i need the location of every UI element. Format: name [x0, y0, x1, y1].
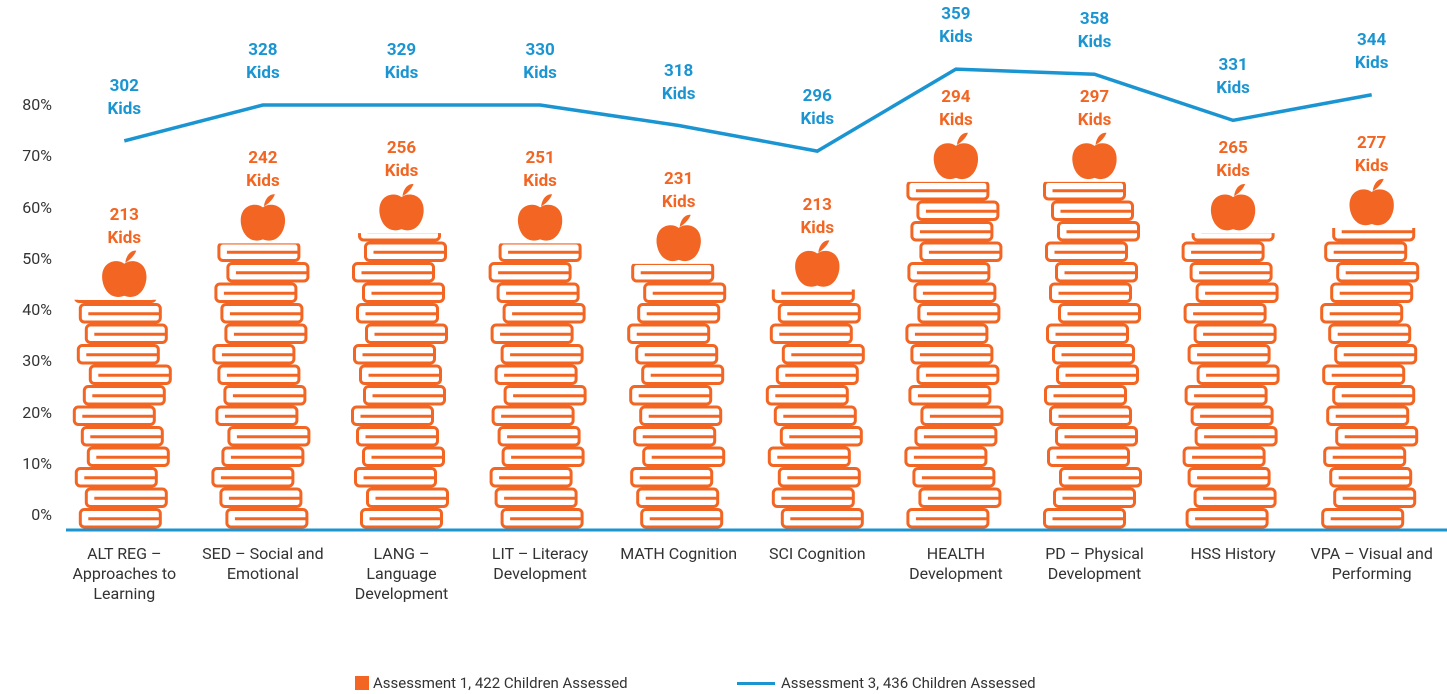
- book-stack: [765, 289, 865, 529]
- y-tick-label: 50%: [22, 248, 52, 268]
- apple: [1349, 189, 1394, 226]
- apple: [102, 261, 147, 297]
- x-tick-label: LANG – Language Development: [354, 544, 449, 603]
- apple-leaf: [1372, 178, 1384, 191]
- books: [1181, 233, 1280, 529]
- data-label: 251 Kids: [523, 148, 557, 192]
- x-tick-label: PD – Physical Development: [1045, 544, 1144, 583]
- book-stack: [72, 299, 172, 529]
- data-label: 302 Kids: [107, 75, 142, 119]
- y-tick-label: 60%: [22, 197, 52, 217]
- data-label: 328 Kids: [246, 40, 280, 83]
- y-tick-label: 10%: [22, 453, 52, 473]
- books: [1320, 228, 1420, 529]
- apple: [933, 143, 979, 180]
- apple-leaf: [1234, 183, 1246, 197]
- book-stack: [488, 243, 587, 529]
- book-stack: [627, 263, 727, 529]
- line: [123, 67, 1373, 153]
- books: [488, 243, 587, 529]
- book-stack: [1320, 228, 1420, 529]
- data-label: 277 Kids: [1354, 133, 1389, 176]
- x-tick-label: ALT REG – Approaches to Learning: [72, 544, 177, 603]
- data-label: 330 Kids: [523, 40, 557, 83]
- x-tick-label: SCI Cognition: [769, 544, 866, 563]
- apple-leaf: [541, 194, 553, 207]
- data-label: 256 Kids: [384, 138, 419, 182]
- books: [765, 289, 865, 529]
- y-tick-label: 80%: [22, 95, 52, 114]
- data-label: 294 Kids: [939, 86, 973, 130]
- apple: [379, 194, 424, 231]
- data-label: 358 Kids: [1077, 9, 1112, 53]
- data-label: 231 Kids: [661, 168, 696, 212]
- y-tick-label: 40%: [22, 300, 52, 319]
- apple: [656, 225, 701, 262]
- apple: [240, 204, 286, 241]
- books: [904, 181, 1004, 529]
- books: [211, 243, 311, 529]
- legend-swatch: [737, 681, 775, 685]
- book-stack: [904, 181, 1004, 529]
- apple-leaf: [818, 240, 830, 253]
- x-tick-label: SED – Social and Emotional: [202, 544, 324, 583]
- legend-swatch: [355, 676, 369, 690]
- data-label: 213 Kids: [107, 204, 142, 248]
- data-label: 297 Kids: [1077, 86, 1112, 130]
- book-stack: [351, 233, 449, 529]
- legend-label: Assessment 3, 436 Children Assessed: [781, 674, 1036, 692]
- data-label: 331 Kids: [1216, 55, 1250, 99]
- book-stack: [211, 243, 311, 529]
- apple-leaf: [263, 194, 275, 207]
- book: [358, 233, 441, 242]
- x-tick-label: HEALTH Development: [909, 544, 1003, 583]
- apple: [1072, 143, 1117, 180]
- y-tick-label: 70%: [22, 146, 52, 166]
- apple-leaf: [956, 132, 968, 145]
- apple-leaf: [402, 183, 414, 197]
- books: [627, 263, 727, 529]
- data-label: 296 Kids: [800, 86, 835, 130]
- books: [351, 233, 449, 529]
- apple-leaf: [679, 214, 691, 227]
- x-tick-label: VPA – Visual and Performing: [1310, 544, 1433, 583]
- data-label: 318 Kids: [661, 60, 696, 104]
- apple: [1210, 194, 1256, 231]
- books: [1043, 181, 1142, 529]
- apple: [795, 250, 840, 287]
- apple-leaf: [125, 250, 137, 263]
- book: [1191, 233, 1275, 242]
- data-label: 329 Kids: [384, 40, 419, 83]
- data-label: 265 Kids: [1216, 138, 1250, 182]
- legend-item: Assessment 3, 436 Children Assessed: [737, 674, 1036, 692]
- x-tick-label: LIT – Literacy Development: [491, 544, 589, 583]
- apple: [517, 204, 563, 241]
- y-tick-label: 0%: [31, 505, 52, 524]
- data-label: 359 Kids: [939, 4, 973, 48]
- y-tick-label: 20%: [22, 402, 52, 422]
- apple-leaf: [1095, 132, 1107, 145]
- x-tick-label: HSS History: [1190, 544, 1276, 563]
- data-label: 213 Kids: [800, 194, 835, 238]
- legend-label: Assessment 1, 422 Children Assessed: [373, 674, 628, 692]
- book-stack: [1043, 181, 1142, 529]
- legend-item: Assessment 1, 422 Children Assessed: [355, 674, 628, 692]
- data-label: 242 Kids: [246, 148, 280, 192]
- x-tick-label: MATH Cognition: [620, 544, 738, 563]
- book-stack: [1181, 233, 1280, 529]
- data-label: 344 Kids: [1354, 29, 1389, 73]
- books: [72, 299, 172, 529]
- book: [74, 299, 157, 303]
- y-tick-label: 30%: [22, 351, 52, 371]
